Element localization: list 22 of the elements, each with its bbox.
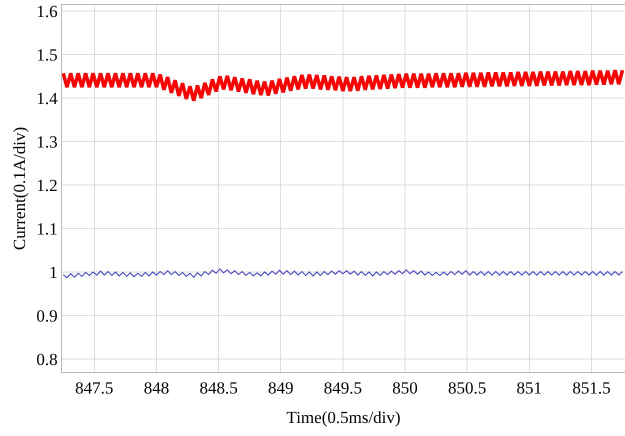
y-axis-title: Current(0.1A/div) [10,126,29,250]
y-tick-label: 1.4 [36,89,58,108]
x-tick-label: 849 [268,378,294,398]
y-tick-label: 1 [49,262,58,282]
x-tick-label: 850 [392,378,418,398]
y-tick-label: 1.1 [36,219,58,238]
x-tick-label: 849.5 [324,378,362,398]
line-series [62,68,624,102]
x-tick-label: 848.5 [199,378,238,398]
y-tick-label: 0.8 [36,350,58,369]
x-tick-label: 848 [144,378,170,398]
y-tick-label: 0.9 [36,306,58,326]
y-tick-label: 1.3 [36,132,58,152]
x-tick-label: 850.5 [448,378,486,398]
y-tick-label: 1.5 [36,46,58,65]
x-axis-title: Time(0.5ms/div) [286,408,401,427]
x-tick-label: 851 [516,378,542,398]
y-tick-label: 1.2 [36,176,58,195]
x-tick-label: 851.5 [572,378,611,398]
y-tick-label: 1.6 [36,2,58,22]
line-series [62,268,624,278]
x-tick-label: 847.5 [75,378,114,398]
